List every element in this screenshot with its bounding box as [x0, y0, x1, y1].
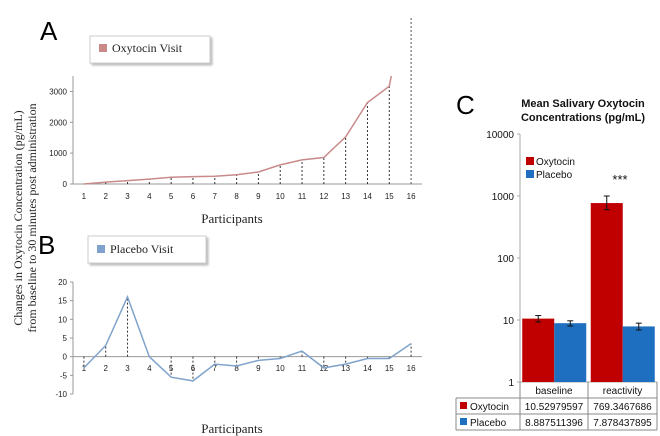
x-label-b: Participants	[201, 421, 262, 436]
legend-b-label: Placebo Visit	[110, 242, 174, 256]
legend-b: Placebo Visit	[87, 235, 207, 264]
x-tick-label: 8	[234, 364, 239, 373]
legend-a-label: Oxytocin Visit	[112, 41, 183, 55]
y-axis-label: Changes in Oxytocin Concentration (pg/mL…	[11, 103, 39, 332]
x-tick-label: 10	[276, 192, 285, 201]
y-tick-label-c: 100	[497, 254, 514, 265]
x-label-a: Participants	[201, 211, 262, 226]
table-cell: 10.52979597	[525, 402, 584, 413]
x-tick-label: 7	[213, 364, 218, 373]
legend-c-label-placebo: Placebo	[536, 170, 573, 181]
chart-c-title-line2: Concentrations (pg/mL)	[521, 112, 645, 124]
table-cell: 769.3467686	[593, 402, 652, 413]
y-tick-label: 2000	[49, 118, 67, 127]
legend-a-swatch	[99, 44, 107, 52]
x-tick-label: 9	[256, 192, 261, 201]
x-tick-label: 11	[298, 192, 307, 201]
chart-c-title-line1: Mean Salivary Oxytocin	[521, 98, 645, 110]
x-tick-label: 3	[125, 364, 130, 373]
x-tick-label: 14	[363, 192, 372, 201]
x-tick-label: 1	[82, 364, 87, 373]
y-tick-label: 10	[58, 315, 67, 324]
x-tick-label: 10	[276, 364, 285, 373]
y-tick-label-c: 10000	[486, 130, 514, 141]
bar-oxytocin	[522, 318, 555, 382]
table-row-label: Oxytocin	[470, 402, 509, 413]
x-tick-label: 5	[169, 192, 174, 201]
panel-a-letter: A	[40, 16, 58, 46]
y-tick-label-c: 1	[508, 378, 514, 389]
table-cell: 7.878437895	[593, 418, 652, 429]
x-tick-label: 4	[147, 364, 152, 373]
y-label-line2: from baseline to 30 minutes post adminis…	[25, 103, 39, 332]
series-line	[83, 85, 390, 185]
x-tick-label: 16	[407, 192, 416, 201]
panel-b-letter: B	[38, 230, 55, 260]
legend-a: Oxytocin Visit	[89, 35, 211, 64]
x-tick-label: 8	[234, 192, 239, 201]
x-tick-label: 1	[82, 192, 87, 201]
table-header-reactivity: reactivity	[603, 386, 642, 397]
y-tick-label: 20	[58, 278, 67, 287]
legend-c: Oxytocin Placebo	[526, 157, 575, 181]
panel-a-chart: Oxytocin Visit Participants 0 1000 2000 300…	[49, 18, 422, 226]
x-tick-label: 13	[341, 364, 350, 373]
y-tick-label: -5	[60, 371, 68, 380]
legend-c-label-oxytocin: Oxytocin	[536, 157, 575, 168]
x-tick-label: 6	[191, 192, 196, 201]
legend-c-swatch-oxytocin	[526, 157, 534, 165]
legend-a-box	[89, 35, 211, 64]
x-tick-label: 15	[385, 192, 394, 201]
panel-c-chart: Mean Salivary Oxytocin Concentrations (p…	[455, 98, 658, 431]
y-tick-label: 5	[63, 334, 68, 343]
y-tick-label: 1000	[49, 149, 67, 158]
x-tick-label: 6	[191, 364, 196, 373]
x-tick-label: 11	[298, 364, 307, 373]
panel-b-chart: Placebo Visit Participants -10-505101520…	[55, 235, 422, 436]
table-header-baseline: baseline	[535, 386, 573, 397]
x-tick-label: 5	[169, 364, 174, 373]
y-tick-label: 0	[63, 180, 68, 189]
x-tick-label: 15	[385, 364, 394, 373]
y-tick-label: 15	[58, 297, 67, 306]
table-row-label: Placebo	[470, 418, 507, 429]
x-tick-label: 2	[103, 364, 108, 373]
table-cell: 8.887511396	[525, 418, 583, 429]
y-tick-label-c: 10	[503, 316, 515, 327]
x-tick-label: 9	[256, 364, 261, 373]
bar-oxytocin	[590, 203, 623, 382]
x-tick-label: 12	[319, 192, 328, 201]
table-swatch-oxytocin	[460, 402, 467, 409]
x-tick-label: 14	[363, 364, 372, 373]
legend-c-swatch-placebo	[526, 170, 534, 178]
y-tick-label: 3000	[49, 87, 67, 96]
y-tick-label-c: 1000	[492, 192, 515, 203]
panel-c-letter: C	[456, 90, 475, 120]
x-tick-label: 4	[147, 192, 152, 201]
significance-marker: ***	[612, 172, 627, 187]
series-line-tail	[388, 75, 393, 87]
y-tick-label: 0	[63, 353, 68, 362]
legend-b-box	[87, 235, 207, 264]
x-tick-label: 3	[125, 192, 130, 201]
y-tick-label: -10	[55, 390, 67, 399]
y-label-line1: Changes in Oxytocin Concentration (pg/mL…	[11, 110, 25, 325]
x-tick-label: 2	[103, 192, 108, 201]
x-tick-label: 16	[407, 364, 416, 373]
table-swatch-placebo	[460, 418, 467, 425]
x-tick-label: 7	[213, 192, 218, 201]
legend-b-swatch	[97, 245, 105, 253]
bar-placebo	[622, 326, 655, 382]
bar-placebo	[554, 323, 587, 382]
x-tick-label: 13	[341, 192, 350, 201]
series-line	[83, 294, 412, 382]
